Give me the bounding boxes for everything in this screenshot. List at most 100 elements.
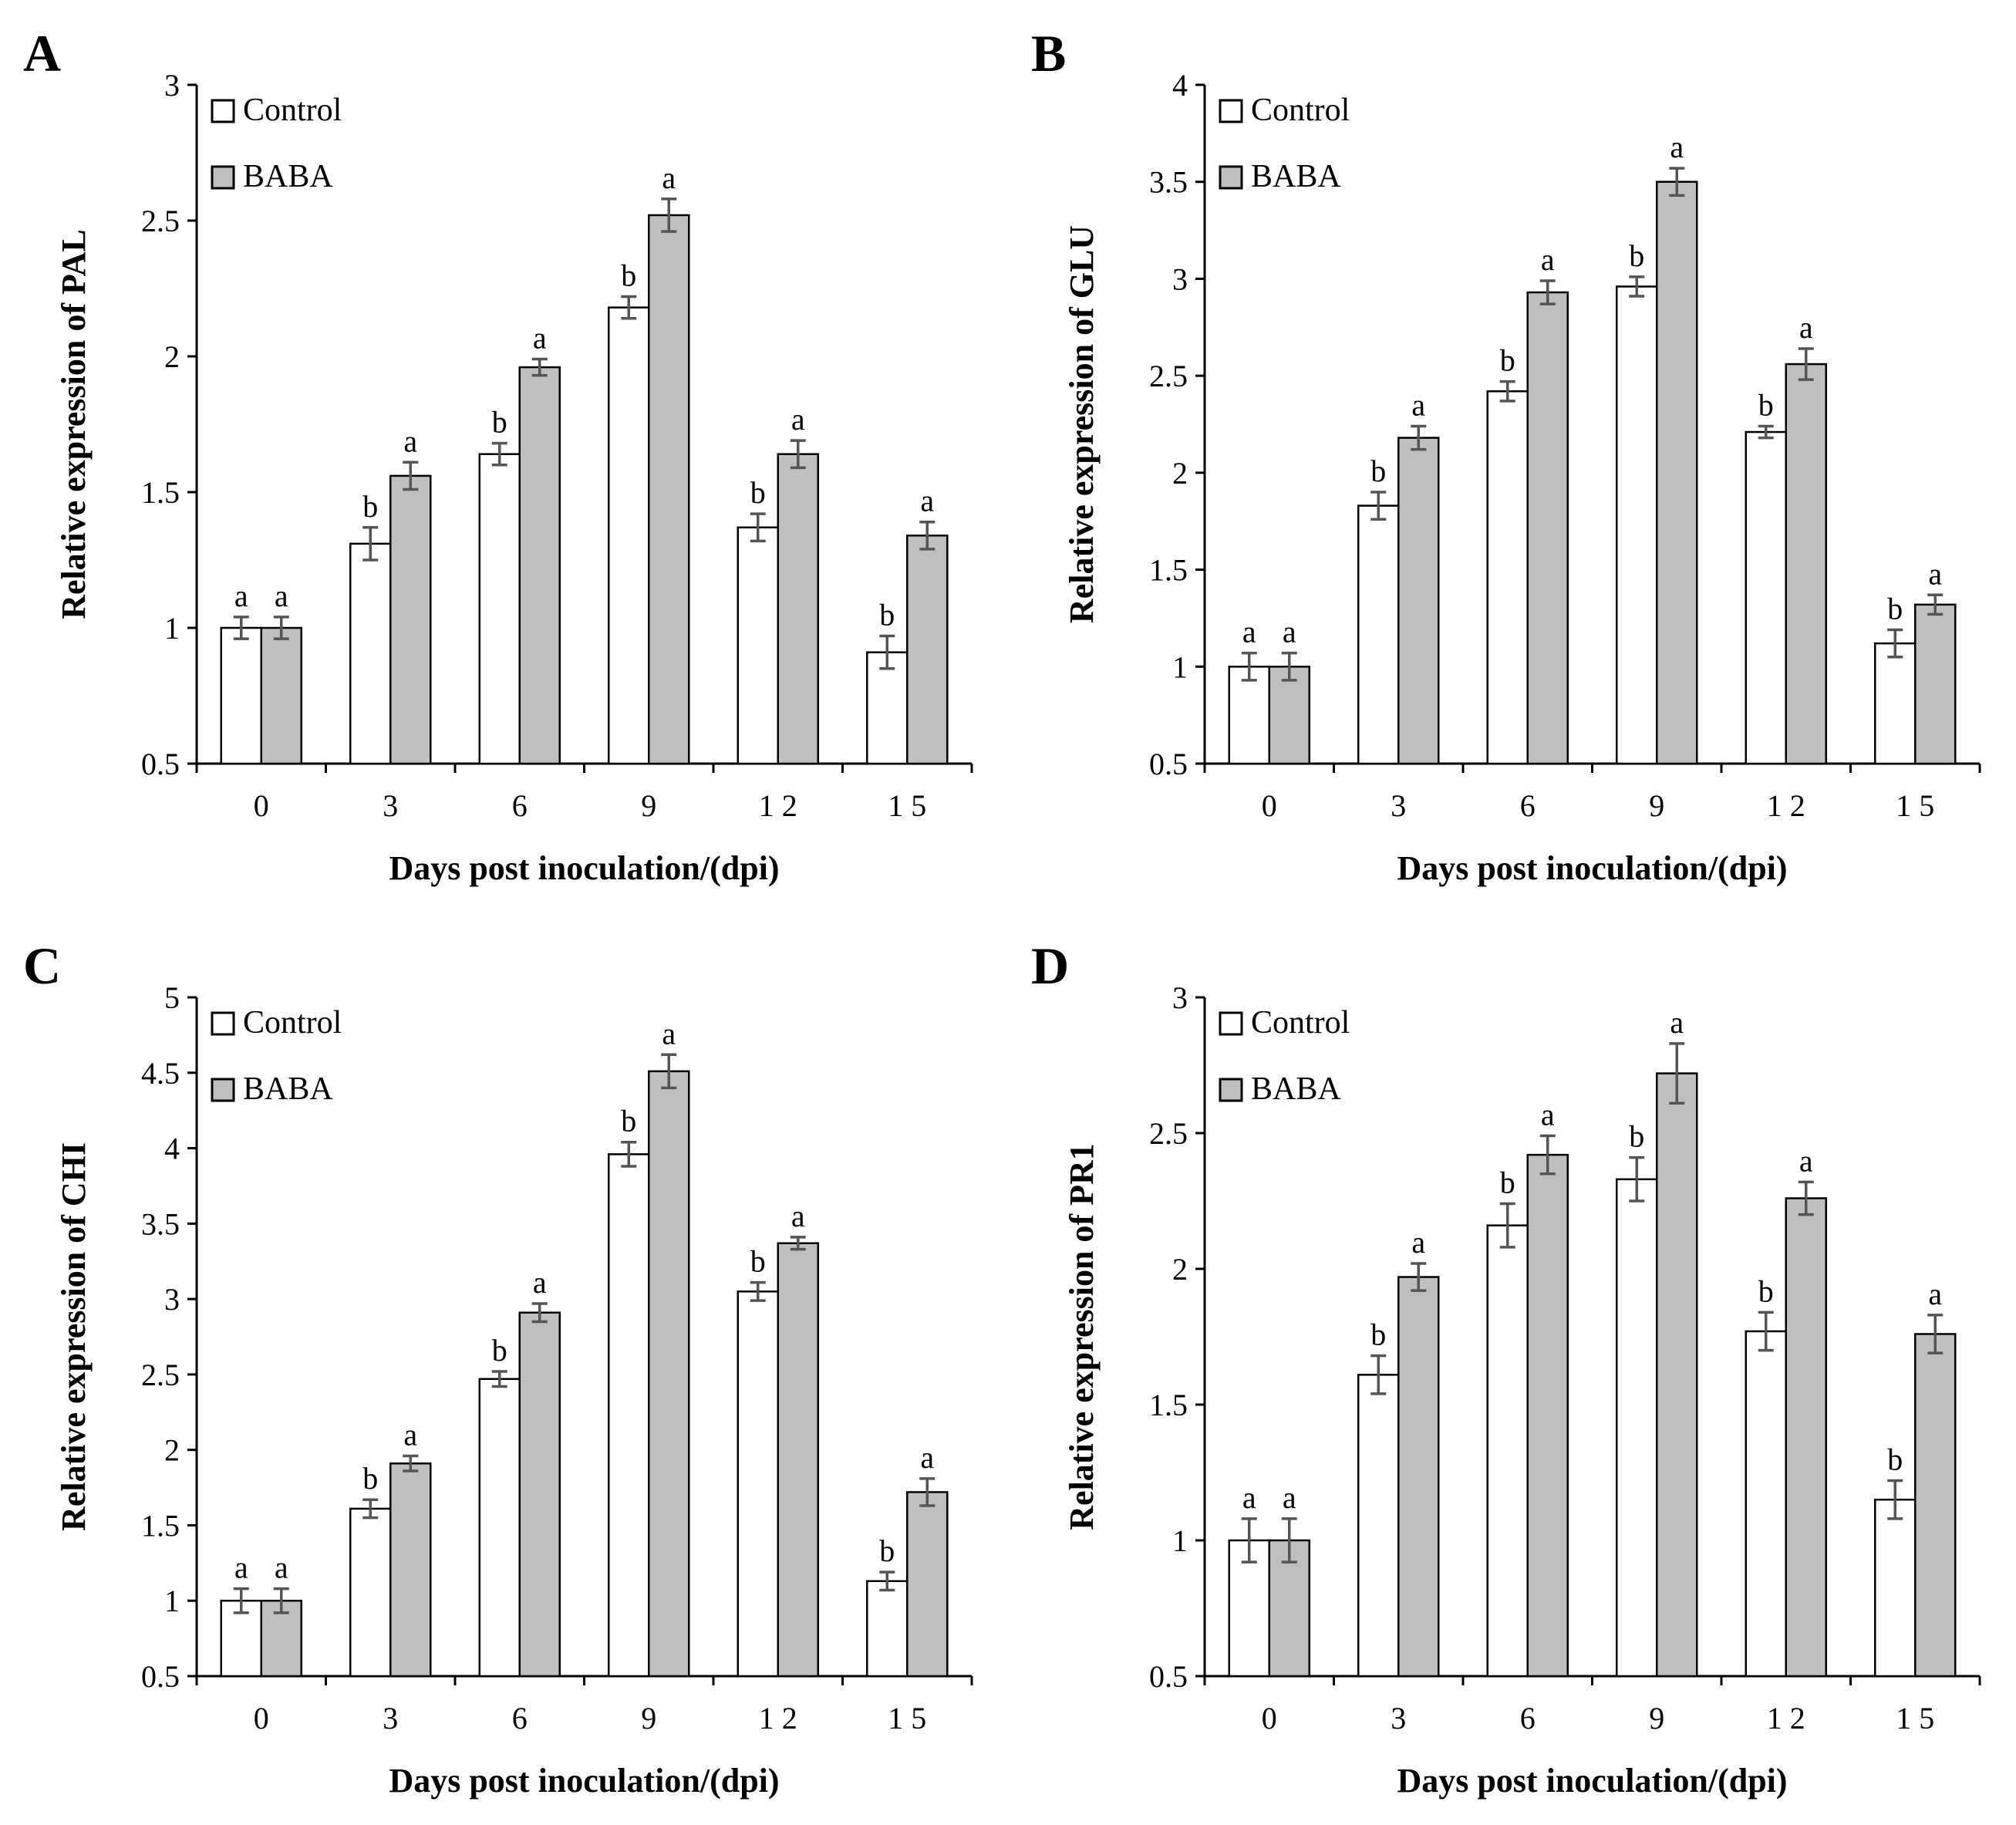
y-tick-label: 1.5 [141, 475, 180, 510]
significance-label: a [1670, 1005, 1684, 1040]
bar-control [1357, 1374, 1400, 1678]
significance-label: b [1370, 1317, 1386, 1352]
significance-label: b [1758, 1273, 1774, 1308]
significance-label: a [234, 1550, 248, 1585]
y-tick-label: 0.5 [1149, 747, 1188, 781]
bar-control [1486, 390, 1529, 765]
significance-label: b [879, 598, 895, 633]
y-tick-label: 1 [164, 611, 180, 646]
bar-control [1745, 430, 1787, 765]
significance-label: b [1370, 454, 1386, 488]
bar-baba [1785, 1197, 1827, 1678]
significance-label: a [920, 484, 934, 518]
y-tick-label: 1 [164, 1584, 180, 1618]
significance-label: b [879, 1533, 895, 1568]
significance-label: a [1242, 615, 1256, 649]
x-tick-label: 0 [254, 788, 269, 823]
x-axis-title: Days post inoculation/(dpi) [1397, 1762, 1787, 1800]
y-tick-label: 2.5 [141, 204, 180, 238]
y-tick-label: 1 [1172, 1523, 1188, 1558]
significance-label: a [1411, 388, 1425, 423]
legend-swatch-control [1219, 99, 1243, 123]
y-tick-label: 4 [1172, 68, 1188, 103]
x-tick-label: 1 2 [1767, 1701, 1805, 1736]
legend-label-baba: BABA [1251, 1071, 1341, 1107]
significance-label: a [1799, 1143, 1813, 1178]
x-tick-label: 9 [1649, 788, 1664, 823]
bar-control [737, 526, 779, 765]
bar-baba [1785, 363, 1827, 765]
x-tick-label: 9 [641, 1701, 656, 1736]
y-axis-title: Relative expression of PAL [55, 229, 93, 619]
legend-label-control: Control [1251, 1005, 1350, 1041]
y-tick-label: 1.5 [141, 1508, 180, 1543]
y-axis-title: Relative expression of GLU [1063, 225, 1101, 623]
x-axis-title: Days post inoculation/(dpi) [389, 849, 779, 887]
panel-letter: C [23, 936, 62, 995]
significance-label: a [920, 1440, 934, 1475]
significance-label: a [1799, 310, 1813, 345]
x-tick-label: 6 [512, 1701, 528, 1736]
y-tick-label: 0.5 [141, 747, 180, 781]
legend-label-baba: BABA [243, 1071, 333, 1107]
y-axis-title: Relative expression of PR1 [1063, 1143, 1101, 1530]
y-tick-label: 1.5 [1149, 1388, 1188, 1422]
y-tick-label: 3 [164, 1282, 180, 1317]
significance-label: b [621, 258, 636, 293]
legend-swatch-baba [1219, 1078, 1243, 1102]
significance-label: a [1242, 1480, 1256, 1515]
significance-label: a [403, 423, 417, 458]
bar-baba [389, 474, 432, 765]
bar-baba [1526, 1153, 1569, 1678]
y-tick-label: 3 [164, 68, 180, 103]
panel-letter: D [1031, 936, 1070, 995]
significance-label: a [533, 321, 547, 356]
x-tick-label: 6 [1520, 1701, 1536, 1736]
x-tick-label: 6 [1520, 788, 1536, 823]
bar-control [220, 626, 262, 765]
y-tick-label: 2 [164, 1433, 180, 1468]
significance-label: a [1411, 1225, 1425, 1260]
significance-label: b [1500, 1166, 1515, 1200]
bar-control [1357, 504, 1400, 765]
bar-baba [1656, 1072, 1698, 1678]
bar-control [737, 1290, 779, 1678]
significance-label: a [662, 1016, 676, 1051]
x-tick-label: 3 [1391, 1701, 1406, 1736]
y-tick-label: 2.5 [1149, 1116, 1188, 1151]
x-tick-label: 3 [383, 788, 398, 823]
bar-control [1874, 642, 1917, 765]
legend-swatch-control [211, 1011, 235, 1036]
significance-label: a [403, 1417, 417, 1452]
legend-swatch-baba [1219, 165, 1243, 190]
bar-control [1745, 1330, 1787, 1678]
x-tick-label: 0 [1262, 1701, 1277, 1736]
significance-label: b [362, 1461, 378, 1496]
bar-control [1874, 1498, 1917, 1678]
significance-label: a [1541, 1098, 1555, 1132]
y-tick-label: 3.5 [141, 1206, 180, 1241]
y-tick-label: 3 [1172, 980, 1188, 1015]
x-tick-label: 9 [1649, 1701, 1664, 1736]
y-tick-label: 2.5 [141, 1358, 180, 1392]
bar-control [1228, 666, 1270, 765]
y-tick-label: 5 [164, 980, 180, 1015]
bar-control [478, 1378, 521, 1678]
y-tick-label: 0.5 [141, 1659, 180, 1694]
significance-label: a [275, 1550, 288, 1585]
y-tick-label: 1 [1172, 649, 1188, 684]
x-tick-label: 3 [1391, 788, 1406, 823]
legend-swatch-baba [211, 1078, 235, 1102]
x-tick-label: 1 5 [1896, 788, 1934, 823]
y-tick-label: 3 [1172, 261, 1188, 296]
bar-baba [1268, 666, 1310, 765]
x-axis-title: Days post inoculation/(dpi) [1397, 849, 1787, 887]
y-axis-title: Relative expression of CHI [55, 1142, 93, 1531]
x-tick-label: 6 [512, 788, 528, 823]
legend-swatch-baba [211, 165, 235, 190]
